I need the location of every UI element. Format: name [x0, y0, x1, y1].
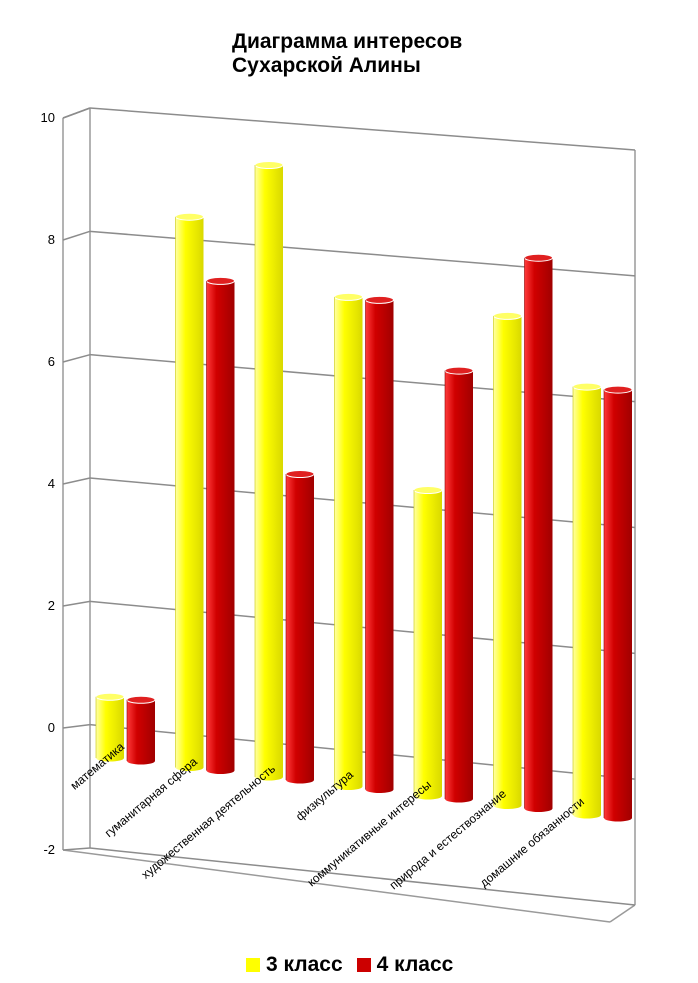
bar-body	[414, 490, 442, 796]
bar-body	[604, 389, 632, 818]
bar-body	[573, 386, 601, 815]
bar-cap	[444, 366, 474, 375]
bar-cap	[126, 695, 156, 704]
gridline-side	[62, 353, 91, 363]
bar	[524, 253, 553, 812]
bar-base	[573, 811, 601, 819]
y-tick-label: -2	[43, 842, 55, 857]
gridline-side	[62, 107, 91, 119]
bar-base	[365, 786, 394, 793]
bar-base	[255, 773, 283, 781]
bar-base	[604, 814, 632, 822]
bar-body	[334, 296, 363, 787]
bar-body	[255, 165, 283, 777]
legend-label-series-1: 3 класс	[266, 953, 343, 976]
bar	[334, 292, 363, 790]
bar	[444, 366, 474, 803]
bar-body	[493, 315, 522, 806]
bar-body	[96, 696, 124, 758]
bar-cap	[572, 382, 602, 391]
legend-label-series-2: 4 класс	[376, 953, 454, 976]
legend-swatch-series-2	[356, 958, 371, 972]
bar-base	[334, 783, 363, 790]
bar-cap	[95, 692, 125, 701]
legend-item-series-2: 4 класс	[356, 953, 454, 977]
bar	[365, 295, 394, 793]
bar-cap	[254, 161, 284, 169]
bar-cap	[206, 276, 235, 285]
bar	[285, 470, 315, 784]
gridline-side	[62, 477, 91, 485]
gridline-side	[62, 600, 91, 607]
bar-base	[206, 767, 235, 774]
bar-base	[127, 757, 155, 765]
y-tick-label: 0	[48, 720, 55, 735]
bar-cap	[413, 486, 443, 494]
bar	[413, 486, 443, 800]
bar-body	[365, 299, 394, 790]
bar-base	[286, 776, 314, 784]
gridline-side	[62, 847, 91, 851]
bar-body	[445, 370, 473, 799]
y-tick-label: 6	[48, 354, 55, 369]
bar	[603, 385, 633, 822]
bar-base	[175, 764, 204, 771]
bar-cap	[365, 295, 394, 304]
y-tick-label: 8	[48, 232, 55, 247]
legend-swatch-series-1	[246, 958, 260, 972]
bar	[572, 382, 602, 819]
bar-body	[206, 280, 235, 771]
bar-base	[414, 792, 442, 800]
bar	[493, 311, 522, 809]
legend: 3 класс 4 класс	[246, 953, 467, 977]
bar-cap	[493, 311, 522, 320]
bar-body	[175, 216, 204, 768]
bar	[206, 276, 235, 774]
title-line-1: Диаграмма интересов	[232, 30, 463, 53]
gridline	[89, 107, 636, 151]
gridline	[89, 230, 636, 277]
gridline-side	[62, 230, 91, 241]
bar-body	[524, 257, 553, 809]
bar-base	[493, 802, 522, 809]
bar-cap	[524, 253, 553, 262]
category-label: гуманитарная сфера	[102, 754, 200, 840]
floor-right-edge	[609, 904, 636, 923]
bars	[95, 161, 633, 822]
bar-base	[96, 754, 124, 762]
bar	[175, 212, 204, 771]
bar-cap	[285, 470, 315, 478]
y-tick-labels: -2 0 2 4 6 8 10	[41, 110, 55, 857]
bar-base	[445, 795, 473, 803]
bar-cap	[334, 292, 363, 301]
y-tick-label: 4	[48, 476, 55, 491]
bar	[254, 161, 284, 781]
legend-item-series-1: 3 класс	[246, 953, 343, 977]
bar-cap	[175, 212, 204, 221]
bar-cap	[603, 385, 633, 394]
bar-base	[524, 805, 553, 812]
y-tick-label: 2	[48, 598, 55, 613]
chart-title: Диаграмма интересов Сухарской Алины	[232, 30, 462, 78]
category-label: художественная деятельность	[139, 762, 278, 882]
y-tick-label: 10	[41, 110, 55, 125]
bar	[95, 692, 125, 762]
bar	[126, 695, 156, 765]
bar-body	[127, 699, 155, 761]
gridline-side	[62, 723, 91, 729]
title-line-2: Сухарской Алины	[232, 54, 421, 77]
gridline	[89, 847, 636, 906]
bar-body	[286, 474, 314, 780]
floor-front-edge	[62, 849, 611, 923]
